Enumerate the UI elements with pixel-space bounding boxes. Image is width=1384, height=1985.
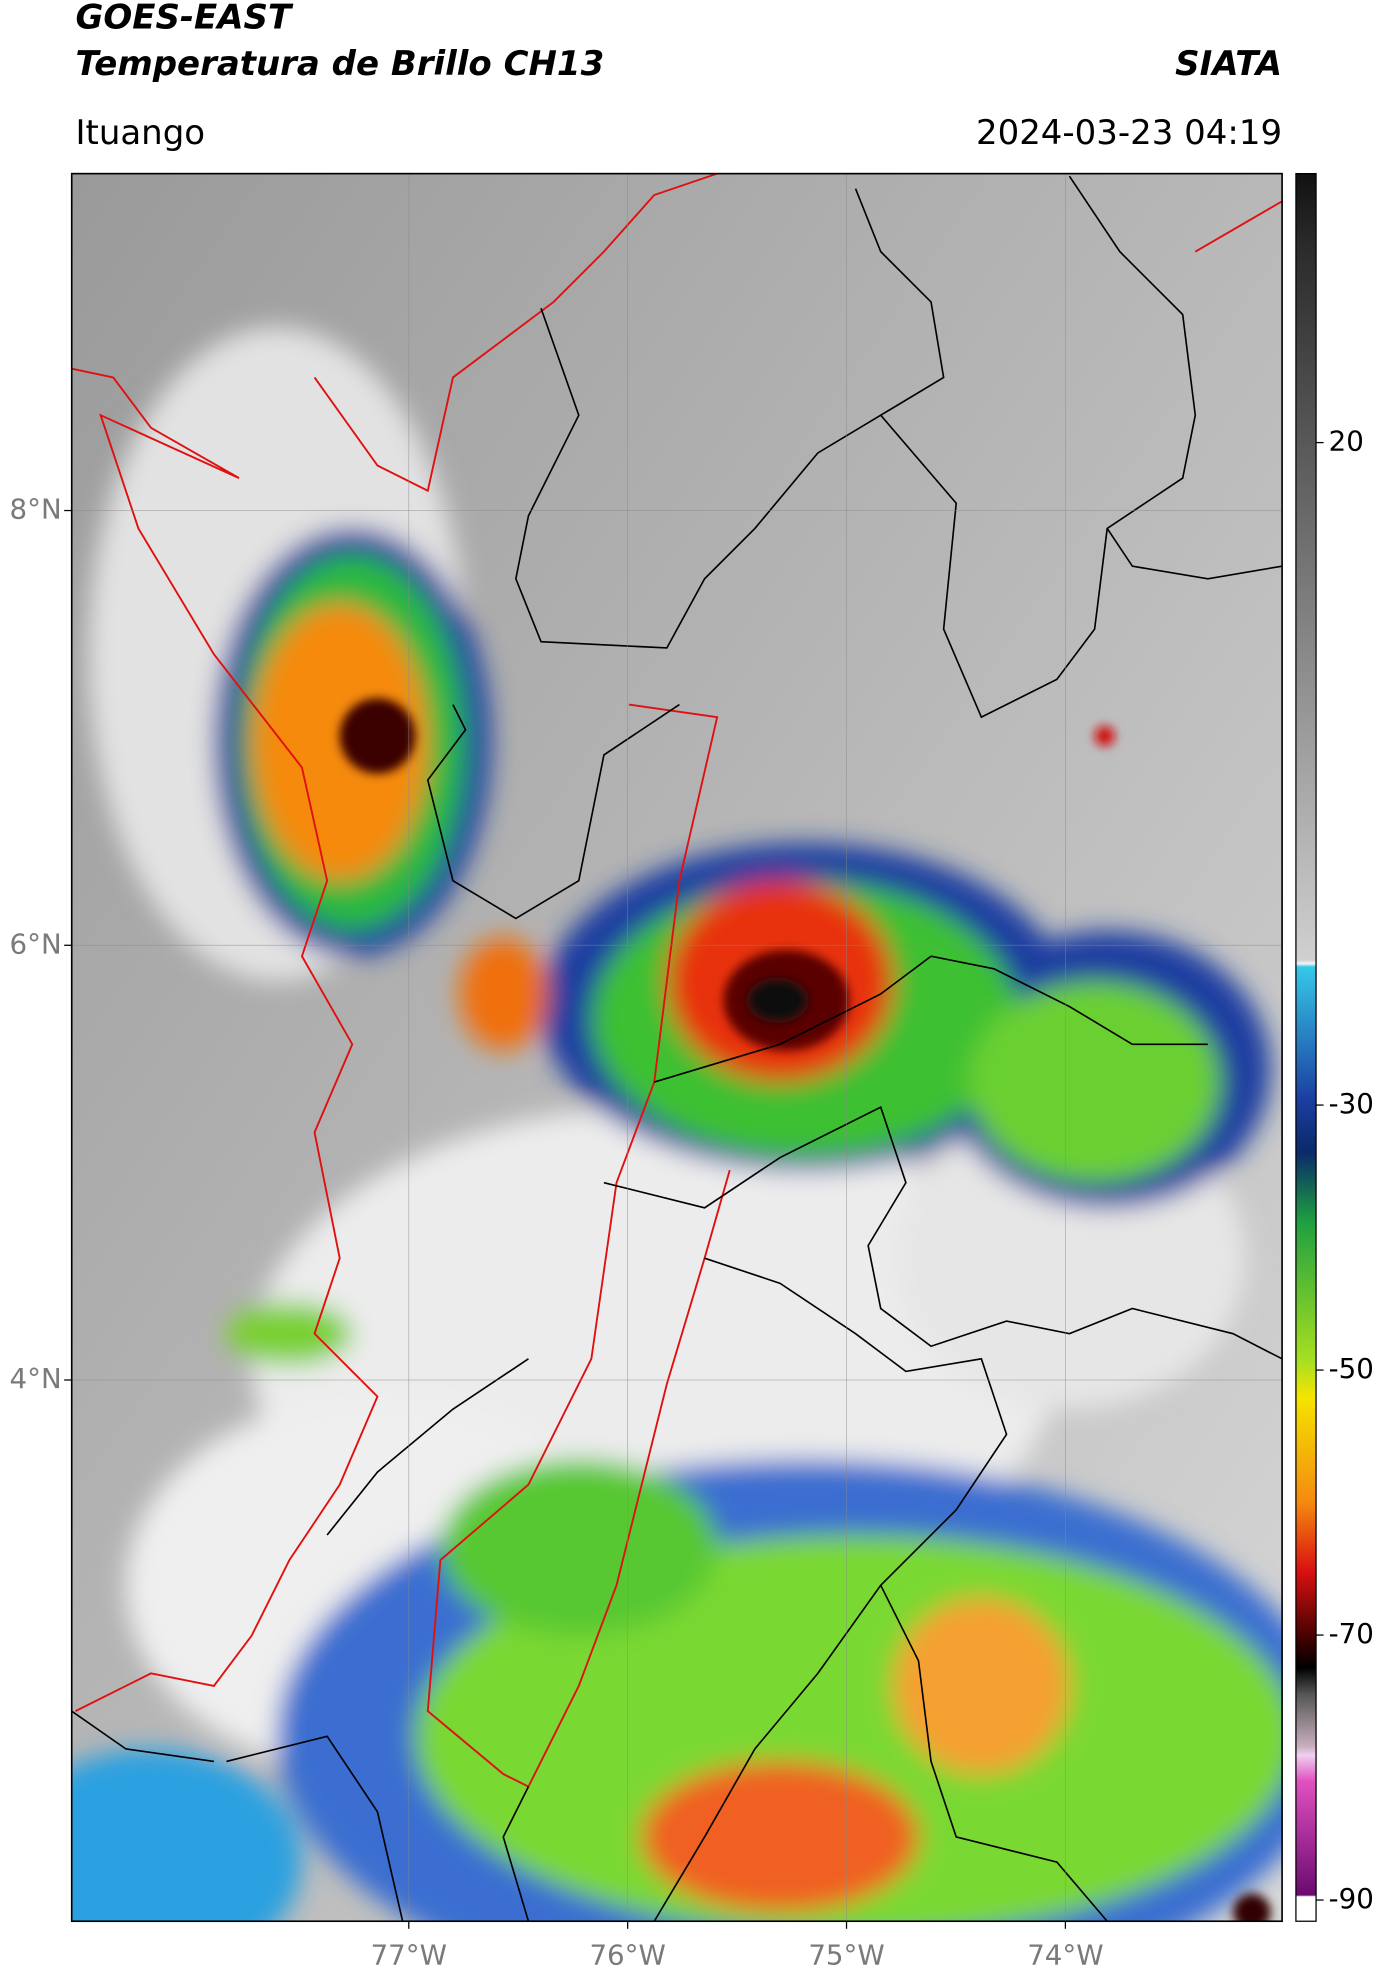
subtitle: Temperatura de Brillo CH13 [75, 44, 604, 84]
colorbar-label: -70 [1329, 1617, 1374, 1650]
colorbar-label: -50 [1329, 1352, 1374, 1385]
border-black [71, 175, 1283, 1922]
colorbar-label: -90 [1329, 1882, 1374, 1915]
graticule [71, 173, 1283, 1922]
timestamp: 2024-03-23 04:19 [976, 113, 1282, 153]
title: GOES-EAST [75, 0, 293, 37]
lat-label: 4°N [10, 1362, 62, 1395]
colorbar-label: -30 [1329, 1087, 1374, 1120]
lon-label: 77°W [371, 1938, 447, 1971]
source: SIATA [1175, 44, 1282, 84]
lon-label: 76°W [589, 1938, 665, 1971]
border-red [71, 173, 1283, 1788]
satellite-image [71, 173, 1283, 1922]
lon-label: 75°W [808, 1938, 884, 1971]
map-frame [70, 172, 1283, 1923]
lon-label: 74°W [1027, 1938, 1103, 1971]
lat-label: 8°N [10, 493, 62, 526]
location: Ituango [75, 113, 205, 153]
lat-label: 6°N [10, 927, 62, 960]
colorbar [1295, 172, 1317, 1922]
colorbar-label: 20 [1329, 425, 1364, 458]
